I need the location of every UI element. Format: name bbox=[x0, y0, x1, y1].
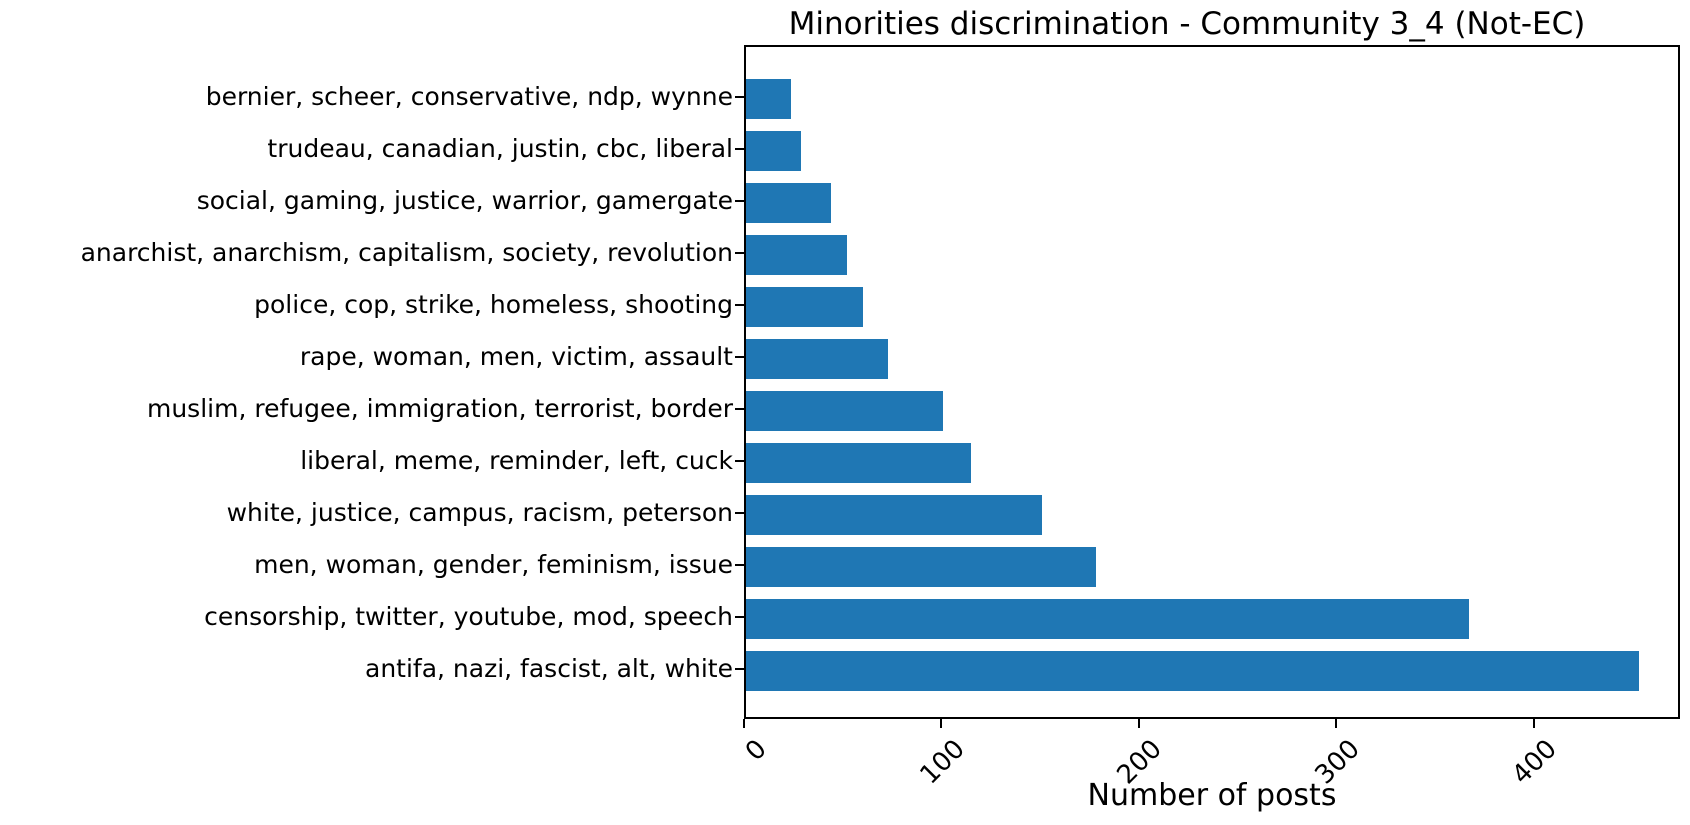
bar-11 bbox=[746, 651, 1639, 691]
y-tick-label: muslim, refugee, immigration, terrorist,… bbox=[146, 394, 733, 423]
y-tick-mark bbox=[735, 460, 744, 462]
bar-0 bbox=[746, 79, 792, 119]
bar-4 bbox=[746, 287, 863, 327]
y-tick-label: police, cop, strike, homeless, shooting bbox=[254, 290, 733, 319]
y-tick-label: rape, woman, men, victim, assault bbox=[299, 342, 733, 371]
bar-9 bbox=[746, 547, 1096, 587]
bar-1 bbox=[746, 131, 802, 171]
chart-title: Minorities discrimination - Community 3_… bbox=[788, 6, 1586, 42]
y-tick-label: censorship, twitter, youtube, mod, speec… bbox=[204, 602, 733, 631]
bar-10 bbox=[746, 599, 1469, 639]
bar-5 bbox=[746, 339, 889, 379]
x-tick-mark bbox=[1137, 719, 1140, 728]
bar-3 bbox=[746, 235, 847, 275]
y-tick-mark bbox=[735, 668, 744, 670]
x-tick-label: 0 bbox=[740, 734, 774, 767]
x-tick-mark bbox=[1335, 719, 1338, 728]
y-tick-label: trudeau, canadian, justin, cbc, liberal bbox=[267, 134, 733, 163]
y-tick-mark bbox=[735, 356, 744, 358]
bar-6 bbox=[746, 391, 944, 431]
plot-area bbox=[744, 45, 1680, 719]
y-tick-label: bernier, scheer, conservative, ndp, wynn… bbox=[205, 82, 733, 111]
x-tick-mark bbox=[743, 719, 745, 728]
y-tick-mark bbox=[735, 408, 744, 410]
y-tick-label: white, justice, campus, racism, peterson bbox=[226, 498, 733, 527]
x-axis-label: Number of posts bbox=[1087, 778, 1337, 813]
bar-2 bbox=[746, 183, 831, 223]
bar-8 bbox=[746, 495, 1043, 535]
y-tick-mark bbox=[735, 616, 744, 618]
x-tick-mark bbox=[940, 719, 943, 728]
x-tick-mark bbox=[1532, 719, 1535, 728]
y-tick-mark bbox=[735, 564, 744, 566]
y-tick-mark bbox=[735, 252, 744, 254]
y-tick-label: anarchist, anarchism, capitalism, societ… bbox=[80, 238, 733, 267]
y-tick-label: antifa, nazi, fascist, alt, white bbox=[365, 654, 733, 683]
y-tick-label: liberal, meme, reminder, left, cuck bbox=[300, 446, 733, 475]
y-tick-mark bbox=[735, 200, 744, 202]
y-tick-mark bbox=[735, 512, 744, 514]
y-tick-label: men, woman, gender, feminism, issue bbox=[254, 550, 733, 579]
y-tick-mark bbox=[735, 304, 744, 306]
y-tick-mark bbox=[735, 96, 744, 98]
bar-7 bbox=[746, 443, 972, 483]
y-tick-label: social, gaming, justice, warrior, gamerg… bbox=[196, 186, 733, 215]
y-tick-mark bbox=[735, 148, 744, 150]
